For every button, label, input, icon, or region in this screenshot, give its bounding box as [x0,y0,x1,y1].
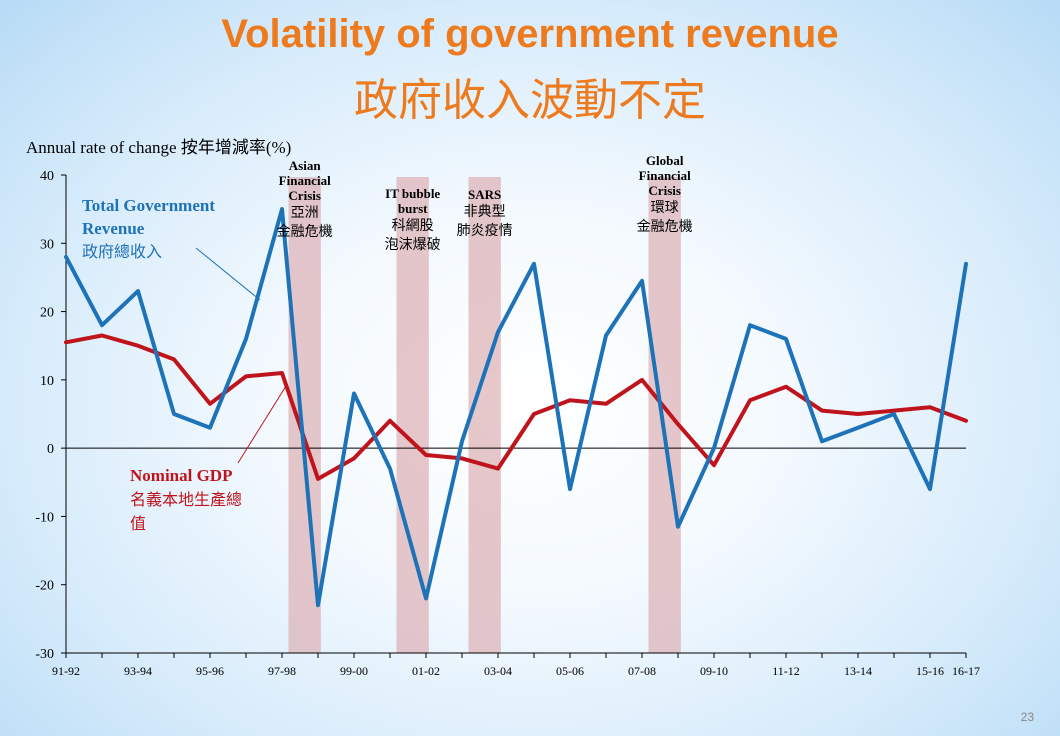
x-tick-label: 15-16 [916,664,944,678]
crisis-label-zh: 泡沫爆破 [385,237,441,253]
y-tick-label: -30 [35,647,54,662]
y-tick-label: 40 [40,169,54,184]
x-tick-label: 95-96 [196,664,224,678]
crisis-label-en: Financial [639,168,691,183]
crisis-bands [288,177,681,653]
crisis-label-en: IT bubble [385,186,440,201]
gdp-legend-label-en: Nominal GDP [130,466,232,485]
y-tick-label: 20 [40,306,54,321]
revenue-leader-line [195,247,261,301]
x-tick-label: 16-17 [952,664,980,678]
crisis-band [648,177,681,653]
revenue-legend-label-en-1: Total Government [82,196,215,215]
crisis-label-en: burst [398,201,428,216]
y-tick-label: 30 [40,237,54,252]
crisis-label-en: Financial [279,173,331,188]
y-tick-label: 10 [40,374,54,389]
crisis-label-zh: 亞洲 [291,205,319,221]
gdp-legend-label-zh-2: 值 [130,514,146,533]
crisis-label-zh: 金融危機 [637,219,693,235]
x-tick-label: 11-12 [772,664,800,678]
crisis-label-en: SARS [468,187,501,202]
x-tick-label: 03-04 [484,664,512,678]
crisis-label-zh: 金融危機 [277,224,333,240]
y-axis-title: Annual rate of change 按年增減率(%) [26,138,291,157]
y-tick-label: 0 [47,442,54,457]
revenue-series-line [64,207,968,608]
x-tick-label: 01-02 [412,664,440,678]
gdp-series-line [64,333,968,481]
crisis-label-zh: 科網股 [392,218,434,234]
y-tick-label: -10 [35,510,54,525]
x-tick-label: 91-92 [52,664,80,678]
crisis-label-en: Crisis [288,188,321,203]
series-lines [64,207,968,608]
x-tick-label: 99-00 [340,664,368,678]
gdp-leader-line [237,385,287,464]
x-tick-label: 05-06 [556,664,584,678]
gdp-legend-label-zh-1: 名義本地生產總 [130,490,242,509]
x-tick-label: 07-08 [628,664,656,678]
crisis-label-zh: 環球 [651,200,679,216]
x-tick-label: 13-14 [844,664,872,678]
y-tick-label: -20 [35,579,54,594]
crisis-label-en: Crisis [648,183,681,198]
crisis-label-en: Global [646,153,684,168]
revenue-legend-label-zh: 政府總收入 [82,242,162,261]
crisis-band [396,177,429,653]
x-tick-label: 09-10 [700,664,728,678]
page-number: 23 [1020,710,1034,724]
crisis-label-zh: 非典型 [464,204,506,220]
title-english: Volatility of government revenue [221,12,839,56]
crisis-label-zh: 肺炎疫情 [457,223,513,239]
title-chinese: 政府收入波動不定 [354,75,706,126]
axes: 40 30 20 10 0 -10 -20 -30 91-92 93-94 95-96 97-98 99… [26,138,980,678]
crisis-label-en: Asian [289,158,322,173]
revenue-legend-label-en-2: Revenue [82,219,145,238]
x-tick-label: 93-94 [124,664,152,678]
crisis-band [468,177,501,653]
x-tick-label: 97-98 [268,664,296,678]
